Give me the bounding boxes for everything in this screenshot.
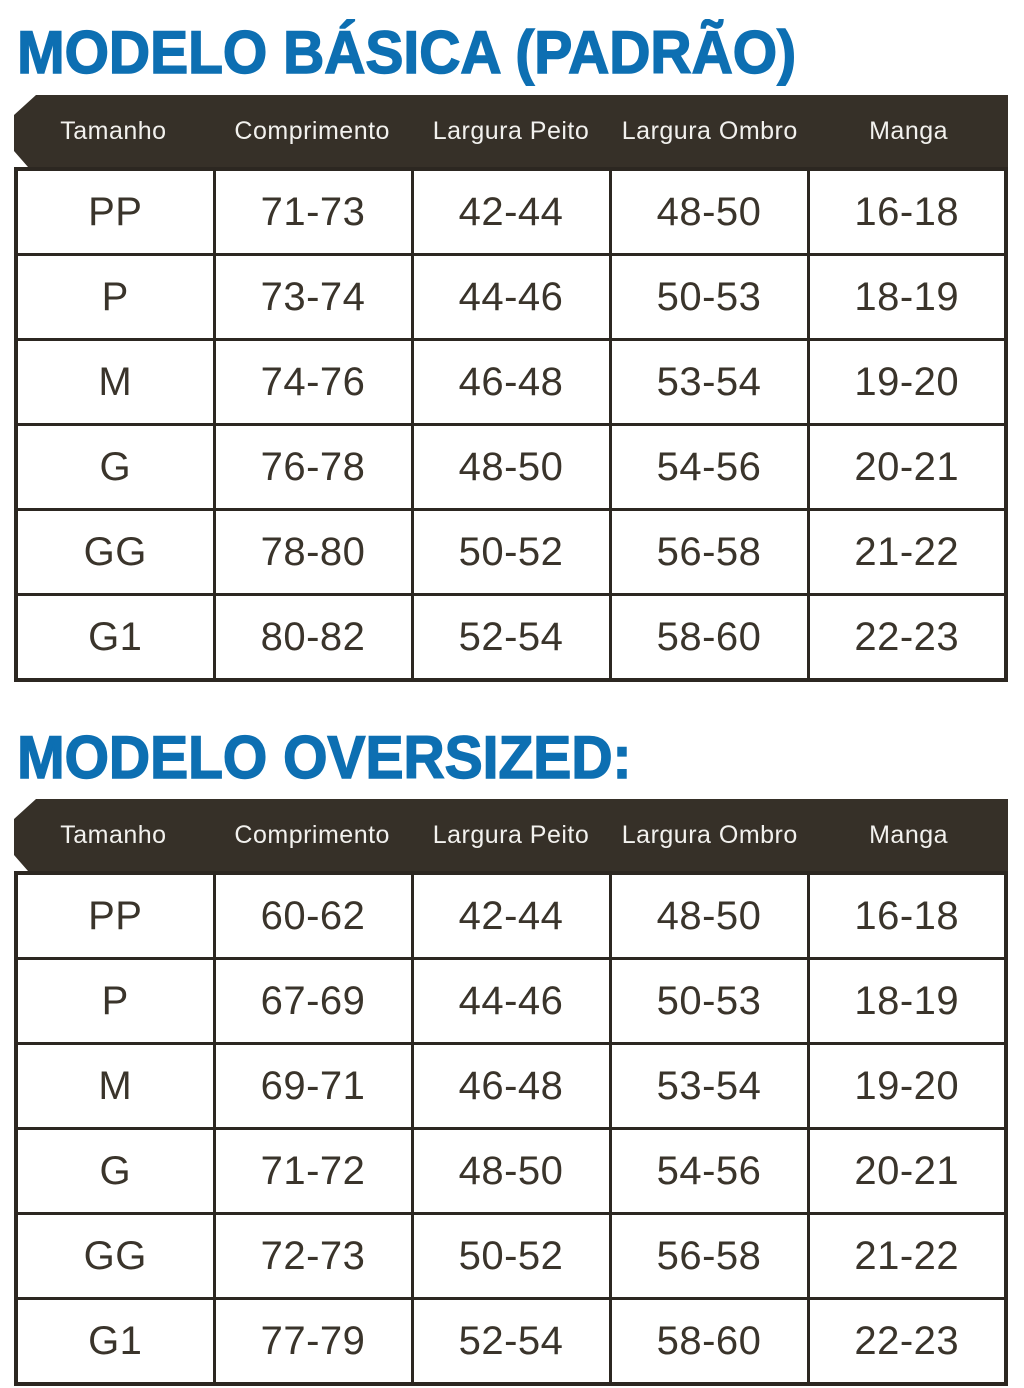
measurement-cell: 46-48 <box>410 338 612 426</box>
table-body: PP 60-62 42-44 48-50 16-18 P 67-69 44-46… <box>14 871 1008 1386</box>
size-cell: G <box>14 423 216 511</box>
column-header-largura-peito: Largura Peito <box>432 116 590 145</box>
table-row: GG 72-73 50-52 56-58 21-22 <box>14 1212 1008 1300</box>
table-row: G1 77-79 52-54 58-60 22-23 <box>14 1297 1008 1386</box>
table-body: PP 71-73 42-44 48-50 16-18 P 73-74 44-46… <box>14 167 1008 682</box>
measurement-cell: 22-23 <box>806 1297 1008 1386</box>
measurement-cell: 72-73 <box>212 1212 414 1300</box>
measurement-cell: 74-76 <box>212 338 414 426</box>
size-cell: P <box>14 957 216 1045</box>
size-cell: G1 <box>14 1297 216 1386</box>
measurement-cell: 48-50 <box>608 871 810 960</box>
measurement-cell: 21-22 <box>806 1212 1008 1300</box>
measurement-cell: 67-69 <box>212 957 414 1045</box>
measurement-cell: 19-20 <box>806 338 1008 426</box>
section-title-oversized: MODELO OVERSIZED: <box>16 724 632 791</box>
measurement-cell: 48-50 <box>410 423 612 511</box>
measurement-cell: 18-19 <box>806 253 1008 341</box>
measurement-cell: 52-54 <box>410 593 612 682</box>
column-header-largura-ombro: Largura Ombro <box>621 116 798 145</box>
measurement-cell: 52-54 <box>410 1297 612 1386</box>
table-row: P 67-69 44-46 50-53 18-19 <box>14 957 1008 1045</box>
measurement-cell: 44-46 <box>410 957 612 1045</box>
measurement-cell: 50-52 <box>410 508 612 596</box>
size-cell: GG <box>14 508 216 596</box>
measurement-cell: 50-53 <box>608 957 810 1045</box>
measurement-cell: 76-78 <box>212 423 414 511</box>
column-header-largura-peito: Largura Peito <box>432 820 590 849</box>
table-row: M 74-76 46-48 53-54 19-20 <box>14 338 1008 426</box>
table-row: PP 71-73 42-44 48-50 16-18 <box>14 167 1008 256</box>
column-header-manga: Manga <box>869 116 949 145</box>
measurement-cell: 20-21 <box>806 1127 1008 1215</box>
measurement-cell: 58-60 <box>608 593 810 682</box>
measurement-cell: 46-48 <box>410 1042 612 1130</box>
measurement-cell: 20-21 <box>806 423 1008 511</box>
table-header-row: Tamanho Comprimento Largura Peito Largur… <box>14 799 1008 871</box>
table-row: G 76-78 48-50 54-56 20-21 <box>14 423 1008 511</box>
size-cell: M <box>14 1042 216 1130</box>
measurement-cell: 16-18 <box>806 871 1008 960</box>
measurement-cell: 80-82 <box>212 593 414 682</box>
table-row: P 73-74 44-46 50-53 18-19 <box>14 253 1008 341</box>
measurement-cell: 53-54 <box>608 1042 810 1130</box>
table-header-row: Tamanho Comprimento Largura Peito Largur… <box>14 95 1008 167</box>
measurement-cell: 58-60 <box>608 1297 810 1386</box>
measurement-cell: 78-80 <box>212 508 414 596</box>
size-cell: PP <box>14 871 216 960</box>
measurement-cell: 53-54 <box>608 338 810 426</box>
table-row: PP 60-62 42-44 48-50 16-18 <box>14 871 1008 960</box>
column-header-comprimento: Comprimento <box>234 820 390 849</box>
size-cell: G <box>14 1127 216 1215</box>
size-cell: G1 <box>14 593 216 682</box>
measurement-cell: 71-72 <box>212 1127 414 1215</box>
measurement-cell: 22-23 <box>806 593 1008 682</box>
measurement-cell: 48-50 <box>410 1127 612 1215</box>
table-row: G 71-72 48-50 54-56 20-21 <box>14 1127 1008 1215</box>
measurement-cell: 42-44 <box>410 167 612 256</box>
measurement-cell: 16-18 <box>806 167 1008 256</box>
measurement-cell: 42-44 <box>410 871 612 960</box>
column-header-comprimento: Comprimento <box>234 116 390 145</box>
table-row: G1 80-82 52-54 58-60 22-23 <box>14 593 1008 682</box>
measurement-cell: 77-79 <box>212 1297 414 1386</box>
size-table-oversized: Tamanho Comprimento Largura Peito Largur… <box>14 799 1008 1386</box>
size-table-basica: Tamanho Comprimento Largura Peito Largur… <box>14 95 1008 682</box>
measurement-cell: 21-22 <box>806 508 1008 596</box>
measurement-cell: 44-46 <box>410 253 612 341</box>
section-title-basica: MODELO BÁSICA (PADRÃO) <box>16 19 797 86</box>
measurement-cell: 73-74 <box>212 253 414 341</box>
measurement-cell: 54-56 <box>608 1127 810 1215</box>
measurement-cell: 71-73 <box>212 167 414 256</box>
size-cell: PP <box>14 167 216 256</box>
measurement-cell: 50-53 <box>608 253 810 341</box>
measurement-cell: 56-58 <box>608 508 810 596</box>
measurement-cell: 50-52 <box>410 1212 612 1300</box>
column-header-tamanho: Tamanho <box>60 820 167 849</box>
measurement-cell: 60-62 <box>212 871 414 960</box>
column-header-manga: Manga <box>869 820 949 849</box>
size-cell: GG <box>14 1212 216 1300</box>
size-cell: M <box>14 338 216 426</box>
column-header-largura-ombro: Largura Ombro <box>621 820 798 849</box>
measurement-cell: 19-20 <box>806 1042 1008 1130</box>
measurement-cell: 48-50 <box>608 167 810 256</box>
size-cell: P <box>14 253 216 341</box>
measurement-cell: 54-56 <box>608 423 810 511</box>
table-row: GG 78-80 50-52 56-58 21-22 <box>14 508 1008 596</box>
measurement-cell: 18-19 <box>806 957 1008 1045</box>
column-header-tamanho: Tamanho <box>60 116 167 145</box>
measurement-cell: 69-71 <box>212 1042 414 1130</box>
measurement-cell: 56-58 <box>608 1212 810 1300</box>
table-row: M 69-71 46-48 53-54 19-20 <box>14 1042 1008 1130</box>
